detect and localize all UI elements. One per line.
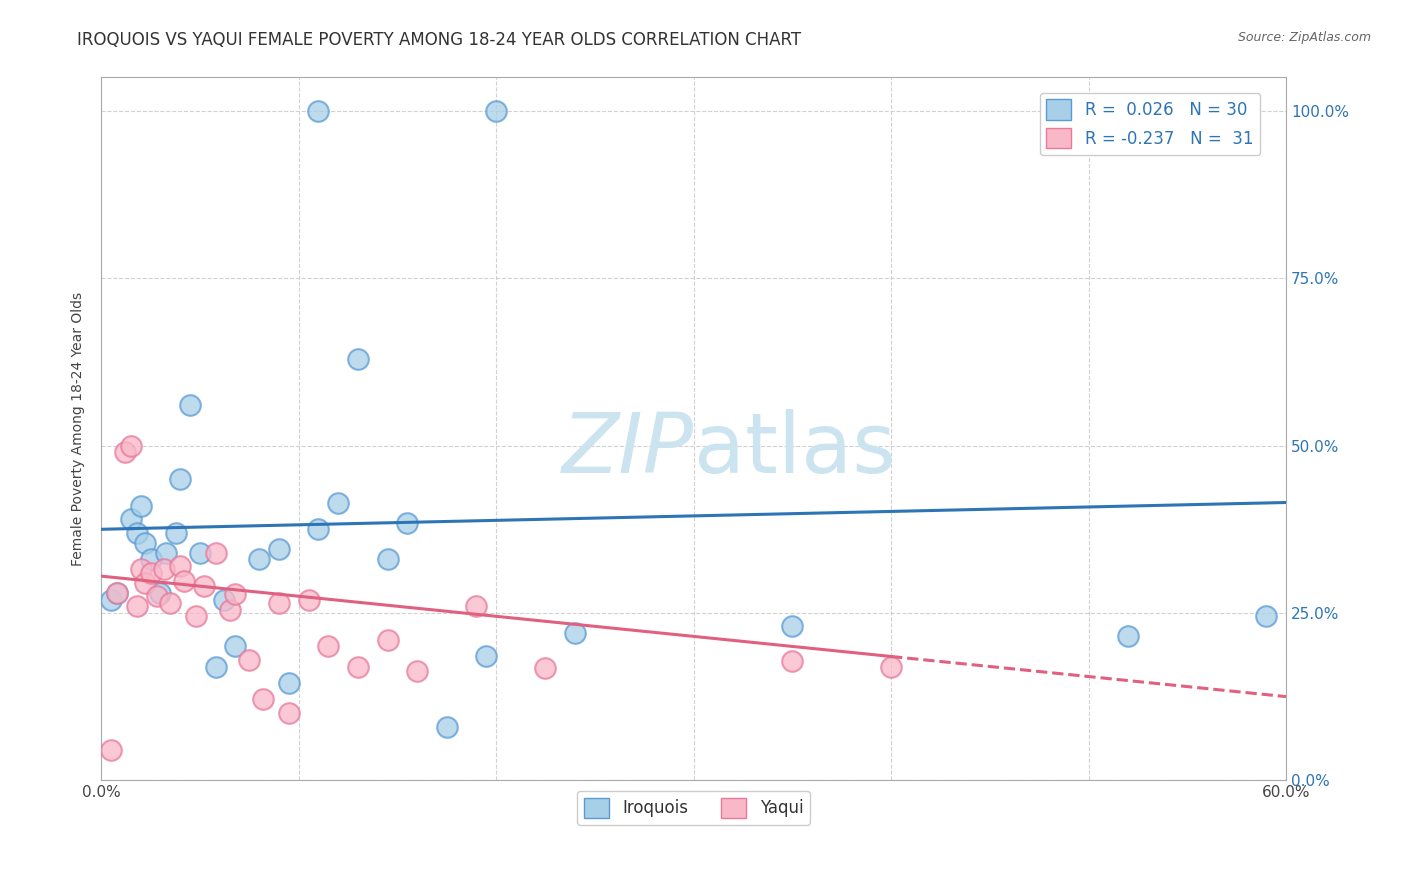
- Point: [125, 599, 148, 614]
- Text: atlas: atlas: [693, 409, 896, 491]
- Point: [297, 592, 319, 607]
- Point: [347, 351, 370, 366]
- Point: [188, 546, 211, 560]
- Point: [377, 552, 399, 566]
- Text: IROQUOIS VS YAQUI FEMALE POVERTY AMONG 18-24 YEAR OLDS CORRELATION CHART: IROQUOIS VS YAQUI FEMALE POVERTY AMONG 1…: [77, 31, 801, 49]
- Point: [149, 586, 172, 600]
- Point: [347, 659, 370, 673]
- Text: Source: ZipAtlas.com: Source: ZipAtlas.com: [1237, 31, 1371, 45]
- Point: [307, 522, 329, 536]
- Point: [134, 535, 156, 549]
- Point: [267, 542, 290, 557]
- Point: [100, 592, 122, 607]
- Point: [1256, 609, 1278, 624]
- Point: [377, 632, 399, 647]
- Point: [120, 439, 142, 453]
- Point: [396, 516, 419, 530]
- Point: [193, 579, 215, 593]
- Point: [139, 552, 162, 566]
- Point: [204, 546, 226, 560]
- Y-axis label: Female Poverty Among 18-24 Year Olds: Female Poverty Among 18-24 Year Olds: [72, 292, 86, 566]
- Point: [782, 619, 804, 633]
- Point: [173, 574, 195, 588]
- Point: [485, 103, 508, 118]
- Text: ZIP: ZIP: [561, 409, 693, 491]
- Point: [247, 552, 270, 566]
- Point: [277, 676, 299, 690]
- Point: [125, 525, 148, 540]
- Point: [184, 609, 207, 624]
- Point: [1116, 629, 1139, 643]
- Point: [224, 640, 246, 654]
- Point: [277, 706, 299, 721]
- Point: [204, 659, 226, 673]
- Point: [436, 720, 458, 734]
- Point: [129, 562, 152, 576]
- Point: [165, 525, 187, 540]
- Point: [179, 399, 201, 413]
- Point: [145, 589, 167, 603]
- Point: [100, 743, 122, 757]
- Point: [224, 587, 246, 601]
- Point: [159, 596, 181, 610]
- Point: [328, 495, 350, 509]
- Point: [120, 512, 142, 526]
- Point: [252, 691, 274, 706]
- Point: [316, 640, 339, 654]
- Point: [153, 562, 176, 576]
- Point: [475, 649, 498, 664]
- Point: [880, 659, 903, 673]
- Point: [212, 592, 235, 607]
- Point: [267, 596, 290, 610]
- Point: [129, 499, 152, 513]
- Point: [105, 586, 128, 600]
- Point: [534, 661, 557, 675]
- Point: [465, 599, 488, 614]
- Point: [564, 626, 586, 640]
- Point: [105, 586, 128, 600]
- Point: [169, 559, 191, 574]
- Point: [238, 653, 260, 667]
- Point: [155, 546, 177, 560]
- Point: [406, 664, 429, 678]
- Point: [139, 566, 162, 580]
- Legend: Iroquois, Yaqui: Iroquois, Yaqui: [576, 791, 810, 825]
- Point: [134, 575, 156, 590]
- Point: [114, 445, 136, 459]
- Point: [782, 654, 804, 668]
- Point: [169, 472, 191, 486]
- Point: [307, 103, 329, 118]
- Point: [218, 602, 240, 616]
